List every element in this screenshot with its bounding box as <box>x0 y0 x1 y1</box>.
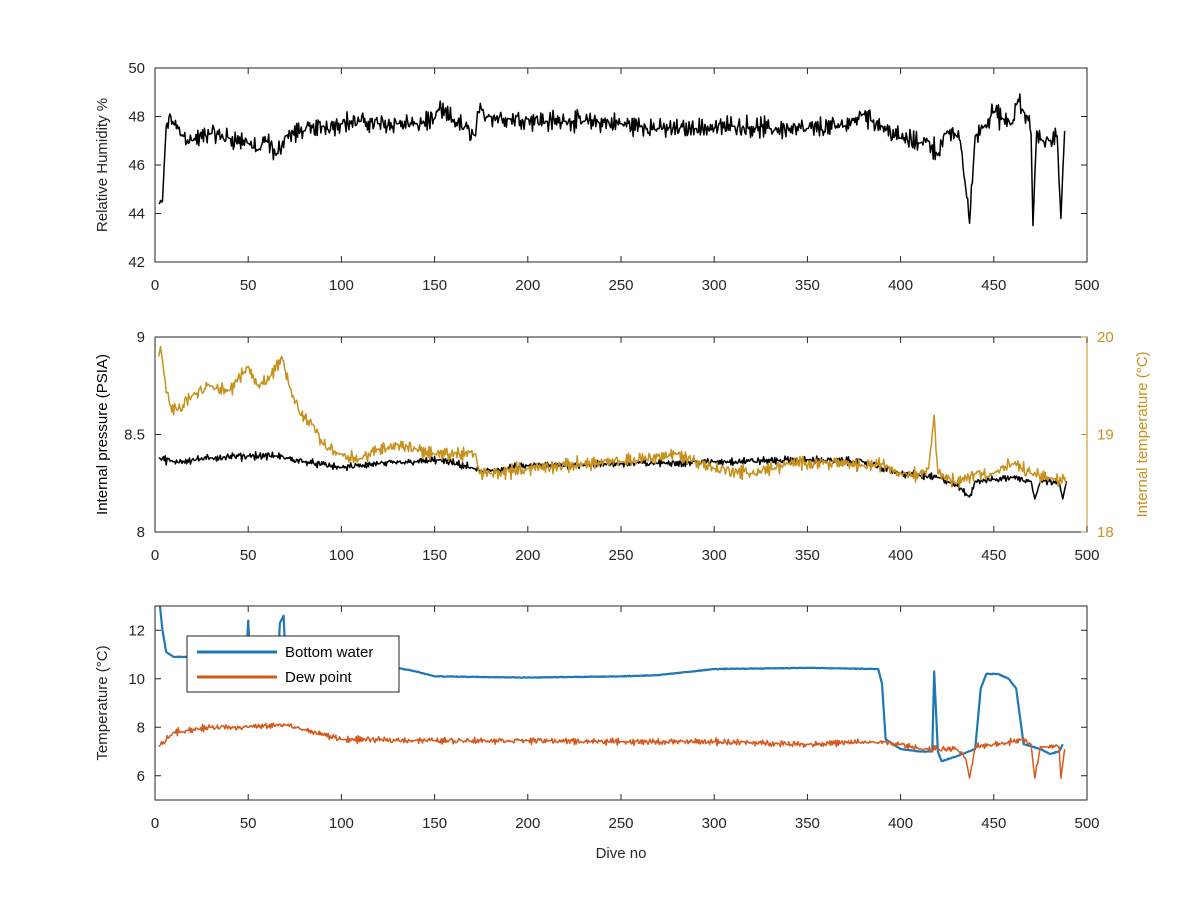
y2-tick-label: 18 <box>1097 524 1114 541</box>
x-tick-label: 50 <box>240 815 257 832</box>
x-tick-label: 450 <box>981 815 1006 832</box>
y-tick-label: 44 <box>128 206 145 223</box>
y-axis-label: Temperature (°C) <box>94 645 111 760</box>
y-tick-label: 12 <box>128 622 145 639</box>
y-tick-label: 8.5 <box>124 427 145 444</box>
y-tick-label: 9 <box>137 329 145 346</box>
x-tick-label: 0 <box>151 547 159 564</box>
x-tick-label: 250 <box>608 547 633 564</box>
panel-2: 0 50 100 150 200 250 300 350 400 450 500 8 8.5 9 18 19 2… <box>94 329 1151 564</box>
x-tick-label: 400 <box>888 277 913 294</box>
x-tick-label: 300 <box>702 547 727 564</box>
y-tick-label: 8 <box>137 719 145 736</box>
x-tick-label: 500 <box>1074 277 1099 294</box>
x-tick-label: 150 <box>422 277 447 294</box>
x-tick-label: 250 <box>608 277 633 294</box>
axes-frame <box>154 605 1088 801</box>
y2-tick-label: 20 <box>1097 329 1114 346</box>
x-tick-label: 150 <box>422 815 447 832</box>
series-line-2 <box>157 346 1067 488</box>
y-tick-label: 46 <box>128 157 145 174</box>
x-tick-label: 350 <box>795 277 820 294</box>
x-tick-label: 400 <box>888 547 913 564</box>
y-tick-label: 48 <box>128 109 145 126</box>
x-tick-label: 0 <box>151 277 159 294</box>
x-tick-label: 200 <box>515 277 540 294</box>
series-group <box>157 346 1068 500</box>
series-group <box>158 93 1066 227</box>
x-tick-label: 500 <box>1074 815 1099 832</box>
y-axis-label: Internal pressure (PSIA) <box>94 354 111 515</box>
x-tick-label: 200 <box>515 547 540 564</box>
y-axis-label: Relative Humidity % <box>94 98 111 232</box>
x-tick-label: 350 <box>795 547 820 564</box>
x-tick-label: 100 <box>329 815 354 832</box>
x-tick-label: 100 <box>329 277 354 294</box>
x-tick-label: 50 <box>240 277 257 294</box>
legend: Bottom water Dew point <box>186 635 400 693</box>
x-tick-label: 450 <box>981 277 1006 294</box>
x-tick-label: 450 <box>981 547 1006 564</box>
legend-box <box>186 635 400 693</box>
x-tick-label: 150 <box>422 547 447 564</box>
panel-1: 0 50 100 150 200 250 300 350 400 450 500 42 44 46 48 50… <box>94 60 1100 294</box>
series-line-2 <box>158 722 1066 779</box>
x-tick-label: 100 <box>329 547 354 564</box>
x-tick-label: 400 <box>888 815 913 832</box>
x-tick-label: 250 <box>608 815 633 832</box>
axes-frame <box>154 336 1088 533</box>
x-tick-label: 200 <box>515 815 540 832</box>
x-tick-label: 300 <box>702 815 727 832</box>
x-tick-label: 300 <box>702 277 727 294</box>
legend-entry: Dew point <box>285 669 353 686</box>
x-tick-label: 50 <box>240 547 257 564</box>
x-tick-label: 500 <box>1074 547 1099 564</box>
x-axis-label: Dive no <box>596 845 647 862</box>
y-tick-label: 8 <box>137 524 145 541</box>
y2-axis-label: Internal temperature (°C) <box>1134 351 1151 517</box>
x-tick-label: 350 <box>795 815 820 832</box>
axes-frame <box>154 67 1088 263</box>
y2-tick-label: 19 <box>1097 427 1114 444</box>
y-tick-label: 10 <box>128 671 145 688</box>
legend-entry: Bottom water <box>285 644 373 661</box>
y-tick-label: 6 <box>137 768 145 785</box>
y-tick-label: 42 <box>128 254 145 271</box>
series-line-1 <box>158 93 1066 227</box>
y-tick-label: 50 <box>128 60 145 77</box>
panel-3: 0 50 100 150 200 250 300 350 400 450 500 6 8 10 12 Temp… <box>94 605 1100 862</box>
x-tick-label: 0 <box>151 815 159 832</box>
